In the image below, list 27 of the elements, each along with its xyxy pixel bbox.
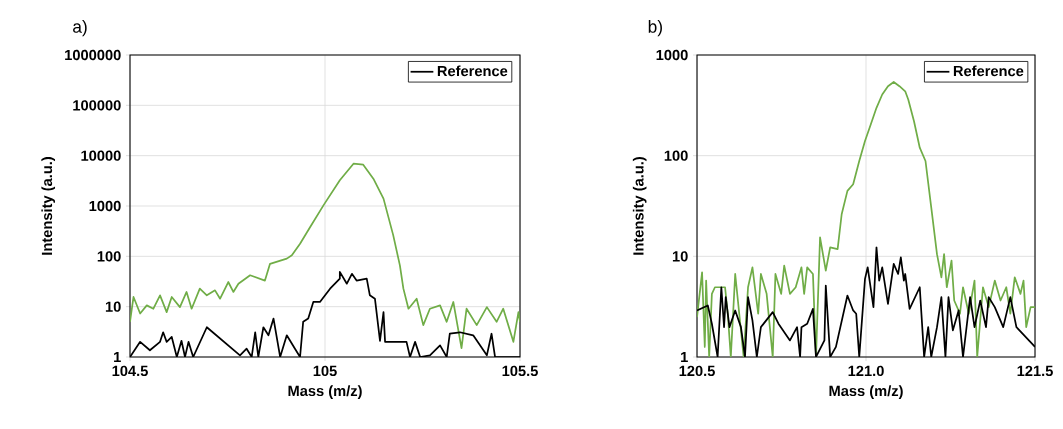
y-tick-label: 100	[97, 251, 121, 262]
x-axis-title: Mass (m/z)	[288, 385, 362, 399]
line-series	[130, 162, 521, 350]
y-axis-title: Intensity (a.u.)	[632, 157, 647, 255]
line-series	[697, 81, 1036, 357]
x-tick-label: 121.0	[848, 365, 884, 377]
x-tick-label: 104.5	[112, 365, 148, 377]
y-tick-label: 10	[672, 251, 688, 262]
x-axis-title: Mass (m/z)	[829, 385, 903, 399]
y-tick-label: 1000000	[65, 49, 121, 61]
y-tick-label: 100	[664, 150, 688, 161]
y-axis-title: Intensity (a.u.)	[41, 157, 56, 255]
chart-title: a)	[73, 20, 87, 37]
y-tick-label: 1	[114, 351, 121, 363]
y-tick-label: 1	[681, 351, 688, 363]
y-tick-label: 1000	[656, 49, 688, 61]
legend-label: Reference	[953, 65, 1024, 77]
y-tick-label: 100000	[73, 100, 121, 111]
y-tick-label: 1000	[89, 200, 121, 212]
x-tick-label: 105.5	[502, 365, 538, 377]
y-tick-label: 10	[105, 301, 121, 312]
chart-title: b)	[648, 20, 662, 37]
x-tick-label: 120.5	[679, 365, 715, 377]
x-tick-label: 121.5	[1017, 365, 1053, 377]
x-tick-label: 105	[313, 365, 337, 377]
legend-label: Reference	[437, 65, 508, 77]
y-tick-label: 10000	[81, 150, 121, 161]
